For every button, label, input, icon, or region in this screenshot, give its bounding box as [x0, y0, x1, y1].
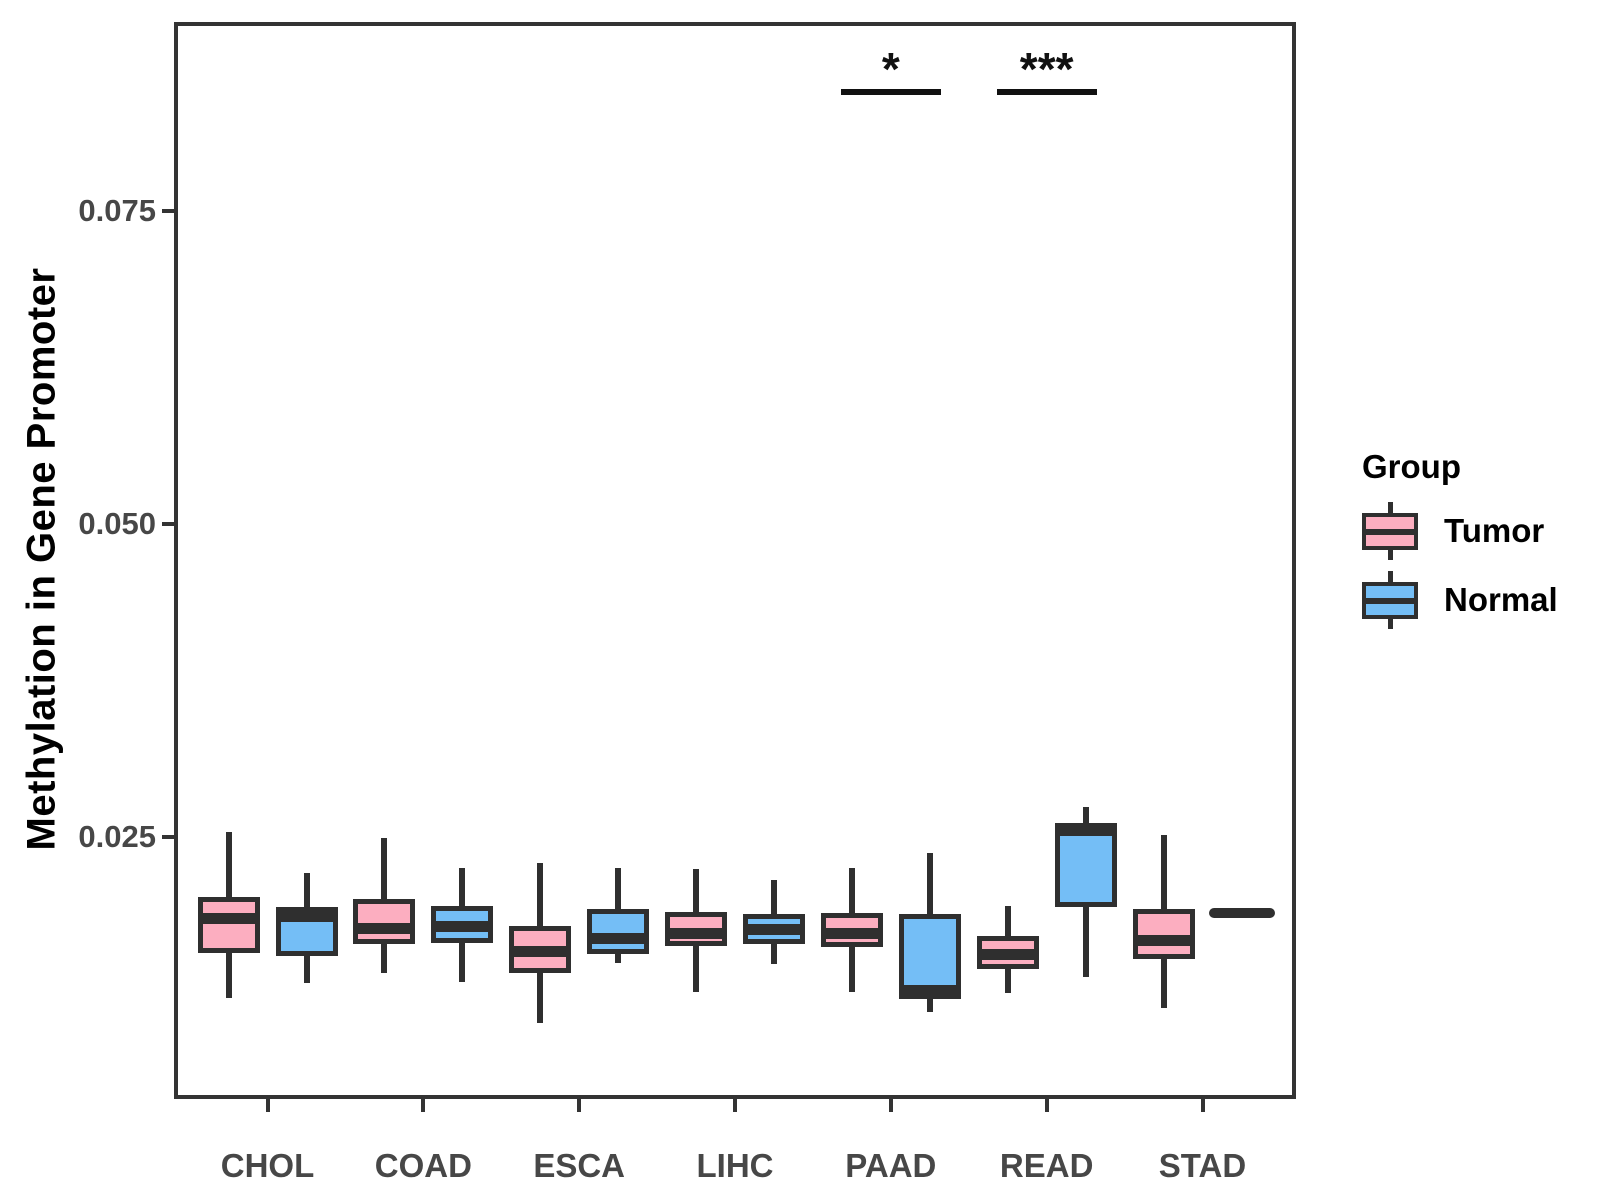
- boxplot-stad-normal-median-line: [1208, 908, 1275, 919]
- boxplot-lihc-tumor-median: [665, 927, 727, 939]
- x-tick-label-lihc: LIHC: [696, 1147, 774, 1184]
- boxplot-stad-tumor-median: [1132, 935, 1195, 947]
- boxplot-esca-tumor-median: [509, 946, 572, 958]
- boxplot-paad-tumor-median: [820, 927, 883, 939]
- legend-entries: Tumor Normal: [1362, 502, 1558, 629]
- x-tick-mark: [421, 1099, 426, 1112]
- y-axis-title: Methylation in Gene Promoter: [19, 267, 64, 851]
- x-tick-label-esca: ESCA: [533, 1147, 625, 1184]
- x-tick-mark: [888, 1099, 893, 1112]
- x-tick-mark: [1044, 1099, 1049, 1112]
- plot-panel: [174, 22, 1296, 1099]
- boxplot-read-normal-median: [1054, 824, 1117, 836]
- y-tick-label: 0.025: [78, 818, 156, 854]
- x-tick-mark: [265, 1099, 270, 1112]
- boxplot-key-icon: [1362, 571, 1418, 629]
- x-tick-label-stad: STAD: [1158, 1147, 1247, 1184]
- x-tick-mark: [733, 1099, 737, 1112]
- x-tick-label-chol: CHOL: [220, 1147, 315, 1184]
- boxplot-lihc-normal-median: [743, 923, 805, 935]
- legend-title: Group: [1362, 448, 1461, 485]
- x-tick-mark: [1200, 1099, 1205, 1112]
- legend-entry-tumor: Tumor: [1362, 502, 1558, 560]
- boxplot-esca-normal-median: [587, 932, 650, 944]
- x-tick-label-coad: COAD: [374, 1147, 472, 1184]
- significance-line-read: [996, 89, 1097, 95]
- x-tick-mark: [577, 1099, 582, 1112]
- key-median: [1362, 529, 1418, 535]
- boxplot-read-tumor-median: [976, 948, 1039, 960]
- y-tick-mark: [162, 834, 174, 839]
- boxplot-chol-tumor-median: [197, 912, 260, 924]
- y-tick-mark: [162, 521, 174, 526]
- boxplot-paad-normal-median: [898, 985, 961, 997]
- key-median: [1362, 598, 1418, 604]
- boxplot-coad-tumor-box: [353, 899, 416, 945]
- y-tick-mark: [162, 208, 174, 213]
- legend-label-normal: Normal: [1444, 581, 1558, 618]
- significance-line-paad: [840, 89, 941, 95]
- boxplot-chol-normal-median: [275, 911, 338, 923]
- legend: Group Tumor Normal: [1362, 448, 1558, 640]
- boxplot-stad-tumor-box: [1132, 909, 1195, 960]
- boxplot-key-icon: [1362, 502, 1418, 560]
- boxplot-read-normal-box: [1054, 822, 1117, 907]
- boxplot-chol-tumor-box: [197, 896, 260, 954]
- boxplot-coad-normal-median: [431, 921, 494, 933]
- y-tick-label: 0.075: [78, 192, 156, 228]
- y-tick-label: 0.050: [78, 505, 156, 541]
- x-tick-label-read: READ: [999, 1147, 1094, 1184]
- legend-label-tumor: Tumor: [1444, 512, 1545, 549]
- boxplot-esca-normal-box: [587, 909, 650, 955]
- x-tick-label-paad: PAAD: [845, 1147, 937, 1184]
- significance-label-read: ***: [1019, 43, 1074, 95]
- boxplot-coad-tumor-median: [353, 922, 416, 934]
- legend-entry-normal: Normal: [1362, 571, 1558, 629]
- significance-label-paad: *: [881, 43, 900, 95]
